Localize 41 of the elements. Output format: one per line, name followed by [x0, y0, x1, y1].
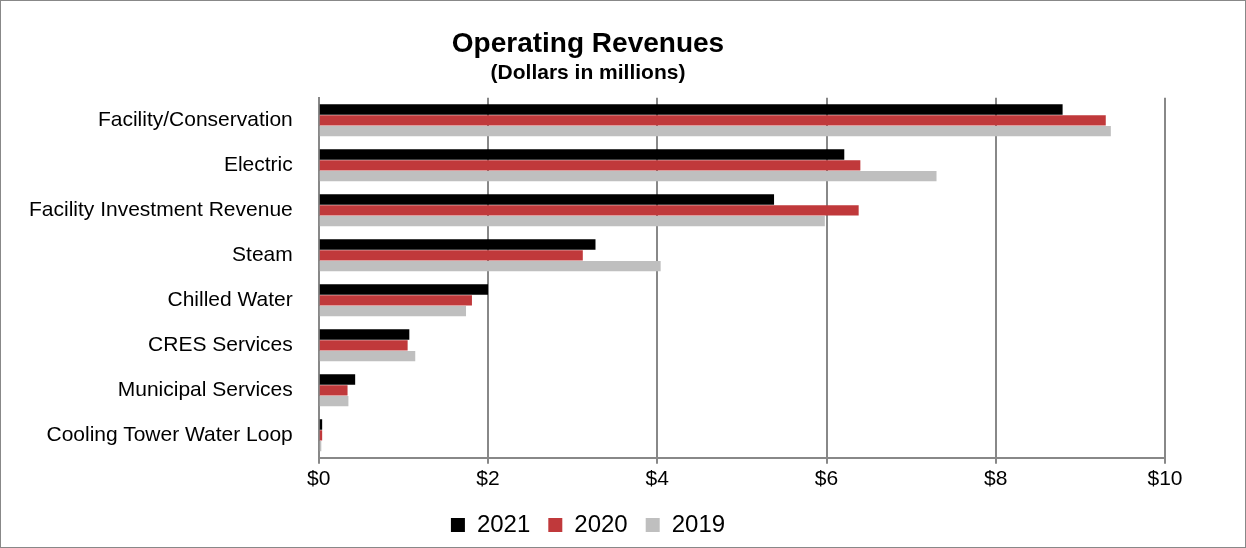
bar — [319, 340, 408, 351]
chart-subtitle: (Dollars in millions) — [490, 60, 686, 83]
bar — [319, 395, 349, 407]
x-tick-label: $4 — [645, 466, 670, 490]
y-tick-label: Electric — [223, 152, 293, 176]
x-tick-label: $6 — [814, 466, 839, 490]
x-tick-label: $2 — [476, 466, 500, 490]
bar — [319, 104, 1063, 115]
bar — [319, 194, 775, 205]
bar — [319, 215, 825, 227]
bar — [319, 115, 1106, 126]
legend-label: 2021 — [476, 509, 531, 537]
x-tick-label: $10 — [1147, 466, 1183, 490]
bar — [319, 125, 1111, 137]
chart-title: Operating Revenues — [451, 26, 725, 58]
legend-label: 2020 — [574, 509, 628, 537]
bar — [319, 239, 596, 250]
bar — [319, 170, 937, 182]
y-tick-label: Steam — [232, 242, 293, 266]
bar — [319, 374, 356, 385]
bar — [319, 250, 583, 261]
bar — [319, 205, 859, 216]
bar — [319, 419, 323, 430]
x-tick-label: $0 — [307, 466, 331, 490]
bar — [319, 295, 472, 306]
y-tick-label: Facility Investment Revenue — [28, 197, 293, 221]
y-tick-label: Facility/Conservation — [97, 107, 293, 131]
y-tick-label: Cooling Tower Water Loop — [46, 422, 293, 446]
y-tick-label: Chilled Water — [167, 287, 293, 311]
bar — [319, 350, 416, 362]
x-tick-label: $8 — [984, 466, 1008, 490]
y-tick-label: CRES Services — [148, 332, 293, 356]
bar — [319, 329, 410, 340]
legend-label: 2019 — [671, 509, 726, 537]
bar — [319, 149, 845, 160]
bar — [319, 160, 861, 171]
bar — [319, 305, 467, 317]
bar — [319, 260, 661, 272]
y-tick-label: Municipal Services — [117, 377, 293, 401]
bar — [319, 385, 348, 396]
bar — [319, 284, 489, 295]
